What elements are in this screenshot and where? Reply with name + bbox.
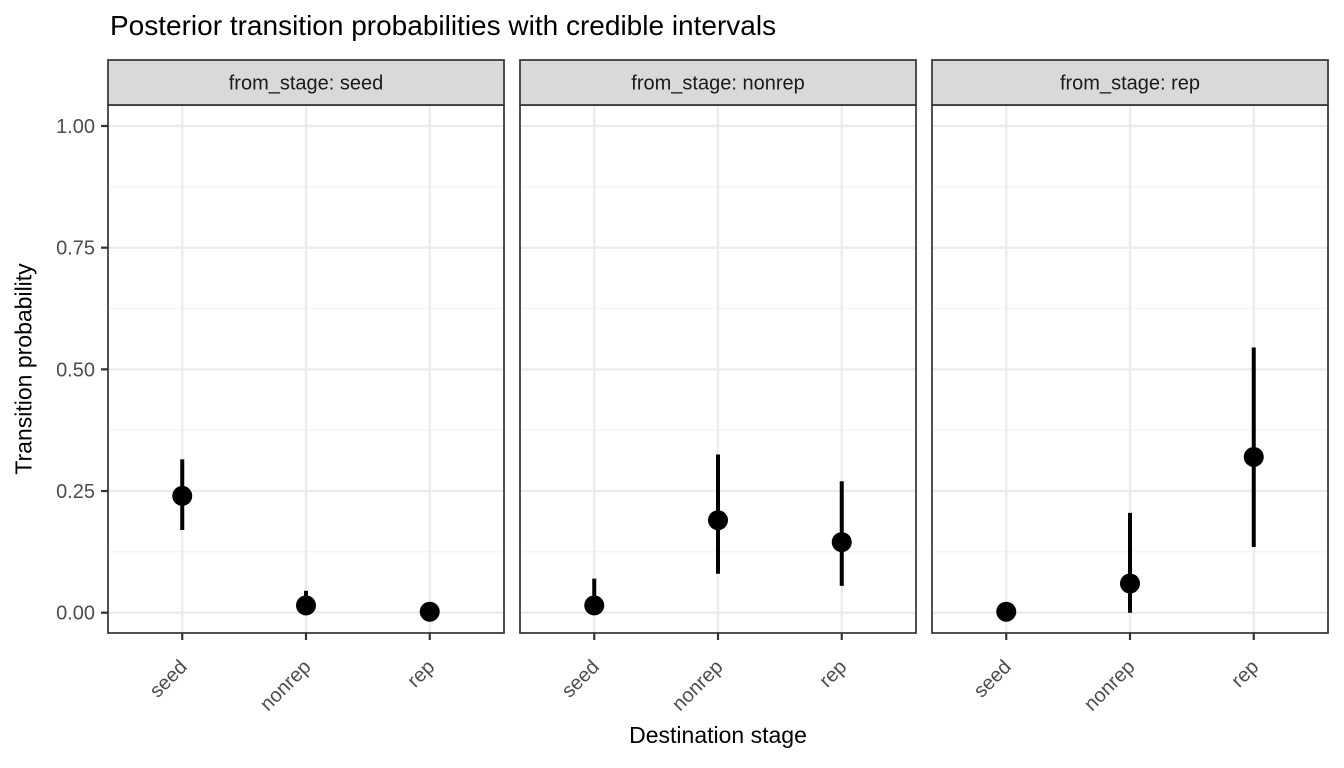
x-tick-label: nonrep: [1080, 656, 1140, 716]
posterior-point: [708, 510, 728, 531]
posterior-point: [831, 532, 852, 553]
facet-strip: [931, 59, 1329, 106]
y-tick-label: 0.50: [56, 359, 95, 381]
chart-title: Posterior transition probabilities with …: [110, 10, 777, 41]
x-tick-label: nonrep: [668, 656, 728, 716]
x-tick-label: rep: [403, 656, 439, 692]
x-tick-label: nonrep: [256, 656, 316, 716]
x-tick-label: seed: [970, 656, 1016, 702]
x-tick-label: seed: [146, 656, 192, 702]
posterior-point: [172, 485, 193, 506]
y-tick-label: 1.00: [56, 116, 95, 138]
y-tick-label: 0.75: [56, 238, 95, 260]
posterior-point: [1243, 446, 1264, 467]
x-axis-title: Destination stage: [629, 722, 807, 748]
x-tick-label: rep: [815, 656, 851, 692]
posterior-point: [419, 601, 440, 622]
x-tick-label: rep: [1227, 656, 1263, 692]
x-tick-label: seed: [558, 656, 604, 702]
posterior-point: [996, 601, 1017, 622]
facet-strip-label: from_stage: nonrep: [631, 73, 804, 95]
posterior-point: [584, 595, 605, 616]
posterior-point: [296, 595, 316, 616]
facet-strip: [107, 59, 505, 106]
facet-strip: [519, 59, 917, 106]
facet-strip-label: from_stage: rep: [1060, 73, 1200, 95]
y-tick-label: 0.25: [56, 481, 95, 503]
y-tick-label: 0.00: [56, 603, 95, 625]
y-axis-title: Transition probability: [10, 263, 37, 475]
posterior-point: [1120, 573, 1140, 594]
facet-strip-label: from_stage: seed: [229, 73, 384, 95]
